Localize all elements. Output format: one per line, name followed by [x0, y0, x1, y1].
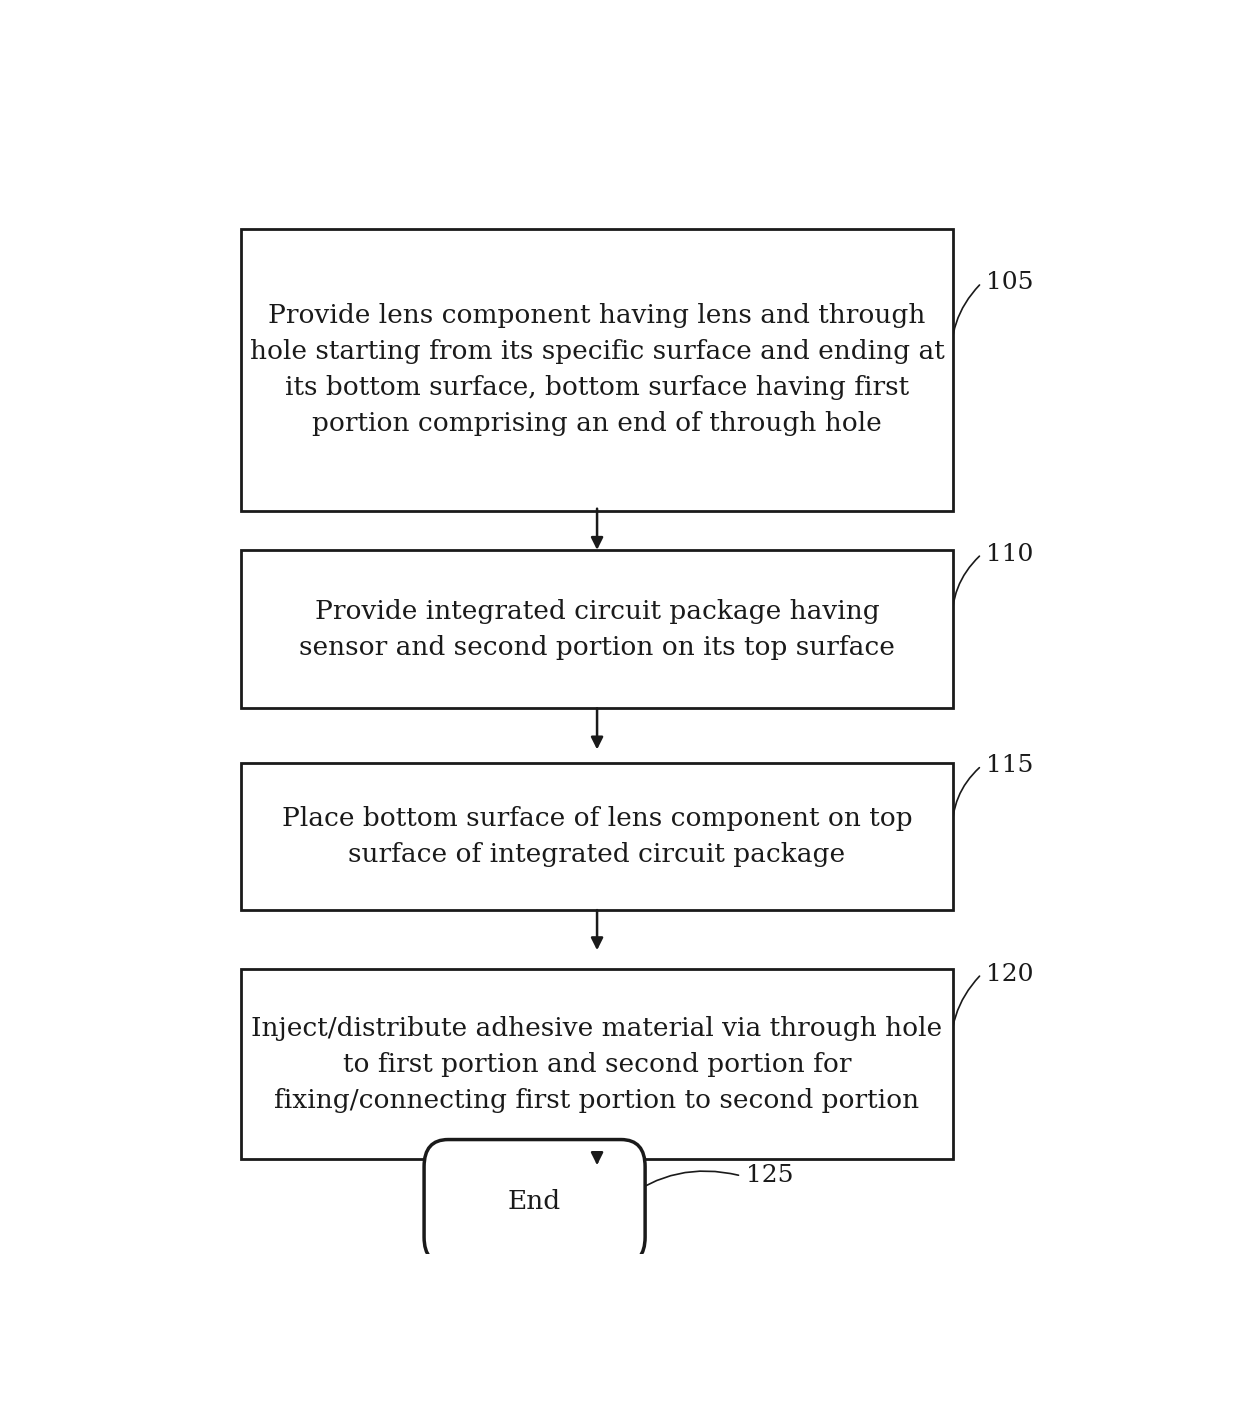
Text: 120: 120 — [986, 962, 1034, 986]
FancyBboxPatch shape — [242, 551, 952, 707]
Text: Place bottom surface of lens component on top
surface of integrated circuit pack: Place bottom surface of lens component o… — [281, 806, 913, 867]
Text: Provide lens component having lens and through
hole starting from its specific s: Provide lens component having lens and t… — [249, 303, 945, 437]
FancyBboxPatch shape — [242, 228, 952, 511]
FancyBboxPatch shape — [242, 764, 952, 910]
Text: 115: 115 — [986, 754, 1034, 778]
FancyBboxPatch shape — [424, 1140, 645, 1264]
Text: Provide integrated circuit package having
sensor and second portion on its top s: Provide integrated circuit package havin… — [299, 599, 895, 659]
Text: 105: 105 — [986, 272, 1034, 294]
Text: 110: 110 — [986, 542, 1034, 566]
FancyBboxPatch shape — [242, 969, 952, 1160]
Text: 125: 125 — [746, 1164, 794, 1188]
Text: Inject/distribute adhesive material via through hole
to first portion and second: Inject/distribute adhesive material via … — [252, 1016, 942, 1113]
Text: End: End — [508, 1189, 562, 1215]
